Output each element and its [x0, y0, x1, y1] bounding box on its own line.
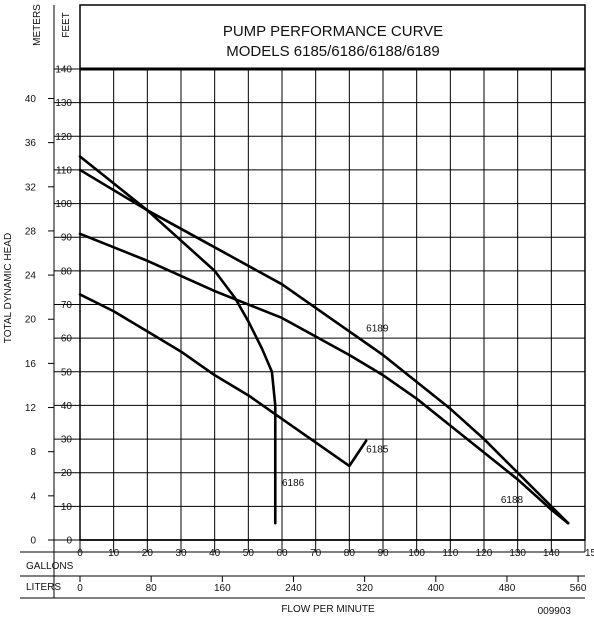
y-tick-label: 140: [55, 65, 72, 76]
liters-tick-label: 480: [499, 583, 516, 594]
y-tick-label: 30: [61, 435, 73, 446]
x-tick-label: 150: [585, 548, 594, 559]
curve-6185: [78, 293, 368, 468]
y-axis-title: TOTAL DYNAMIC HEAD: [3, 233, 14, 343]
curve-labels: 6185 6186 6188 6189: [282, 323, 524, 506]
liters-tick-label: 560: [570, 583, 587, 594]
x-tick-label: 90: [377, 548, 389, 559]
y-tick-label: 10: [61, 502, 73, 513]
meters-tick-label: 8: [30, 447, 36, 458]
x-tick-label: 0: [77, 548, 83, 559]
meters-tick-label: 40: [25, 94, 37, 105]
x-tick-label: 120: [476, 548, 493, 559]
liters-tick-label: 80: [146, 583, 158, 594]
x-tick-label: 10: [108, 548, 120, 559]
liters-tick-label: 320: [356, 583, 373, 594]
title-and-plot-border: [79, 4, 586, 541]
meters-tick-label: 24: [25, 271, 37, 282]
x-tick-label: 40: [209, 548, 221, 559]
meters-tick-label: 12: [25, 403, 37, 414]
x-tick-label: 100: [408, 548, 425, 559]
y-tick-label: 100: [55, 199, 72, 210]
meters-tick-label: 32: [25, 182, 37, 193]
chart-grid: [54, 68, 586, 552]
liters-tick-label: 400: [427, 583, 444, 594]
y-tick-label: 50: [61, 367, 73, 378]
x-unit-gallons: GALLONS: [26, 561, 74, 572]
y-tick-label: 0: [66, 536, 72, 547]
curve-label-6186: 6186: [282, 478, 305, 489]
curve-6186: [78, 155, 277, 525]
y-tick-label: 40: [61, 401, 73, 412]
chart-title: PUMP PERFORMANCE CURVE: [223, 23, 443, 40]
chart-frame: [20, 4, 586, 599]
liters-tick-label: 0: [77, 583, 83, 594]
x-tick-label: 20: [142, 548, 154, 559]
curve-label-6188: 6188: [501, 495, 524, 506]
x-tick-label: 110: [442, 548, 458, 559]
y-unit-meters: METERS: [32, 4, 43, 46]
tick-labels: 0102030405060708090100110120130140150010…: [25, 65, 594, 595]
chart-footnote: 009903: [538, 606, 572, 617]
y-tick-label: 110: [56, 165, 72, 176]
x-tick-label: 50: [243, 548, 255, 559]
y-tick-label: 80: [61, 266, 73, 277]
y-tick-label: 130: [55, 98, 72, 109]
y-tick-label: 20: [61, 468, 73, 479]
pump-curves: [78, 155, 570, 525]
y-tick-label: 60: [61, 334, 73, 345]
x-tick-label: 70: [310, 548, 322, 559]
meters-tick-label: 20: [25, 315, 37, 326]
x-tick-label: 80: [344, 548, 356, 559]
curve-6188: [78, 232, 570, 525]
curve-6189: [78, 168, 570, 525]
y-tick-label: 70: [61, 300, 73, 311]
meters-tick-label: 4: [30, 491, 36, 502]
meters-tick-label: 36: [25, 138, 37, 149]
liters-tick-label: 240: [285, 583, 302, 594]
liters-tick-label: 160: [214, 583, 231, 594]
x-axis-title: FLOW PER MINUTE: [281, 604, 375, 615]
x-tick-label: 140: [543, 548, 560, 559]
y-unit-feet: FEET: [61, 12, 72, 38]
meters-tick-label: 0: [30, 536, 36, 547]
curve-label-6185: 6185: [366, 445, 389, 456]
meters-tick-label: 16: [25, 359, 37, 370]
x-unit-liters: LITERS: [26, 582, 61, 593]
y-tick-label: 120: [55, 132, 72, 143]
chart-subtitle: MODELS 6185/6186/6188/6189: [226, 43, 440, 60]
y-tick-label: 90: [61, 233, 73, 244]
x-tick-label: 130: [509, 548, 526, 559]
curve-label-6189: 6189: [366, 323, 389, 334]
meters-tick-label: 28: [25, 226, 37, 237]
x-tick-label: 30: [175, 548, 187, 559]
x-tick-label: 60: [276, 548, 288, 559]
